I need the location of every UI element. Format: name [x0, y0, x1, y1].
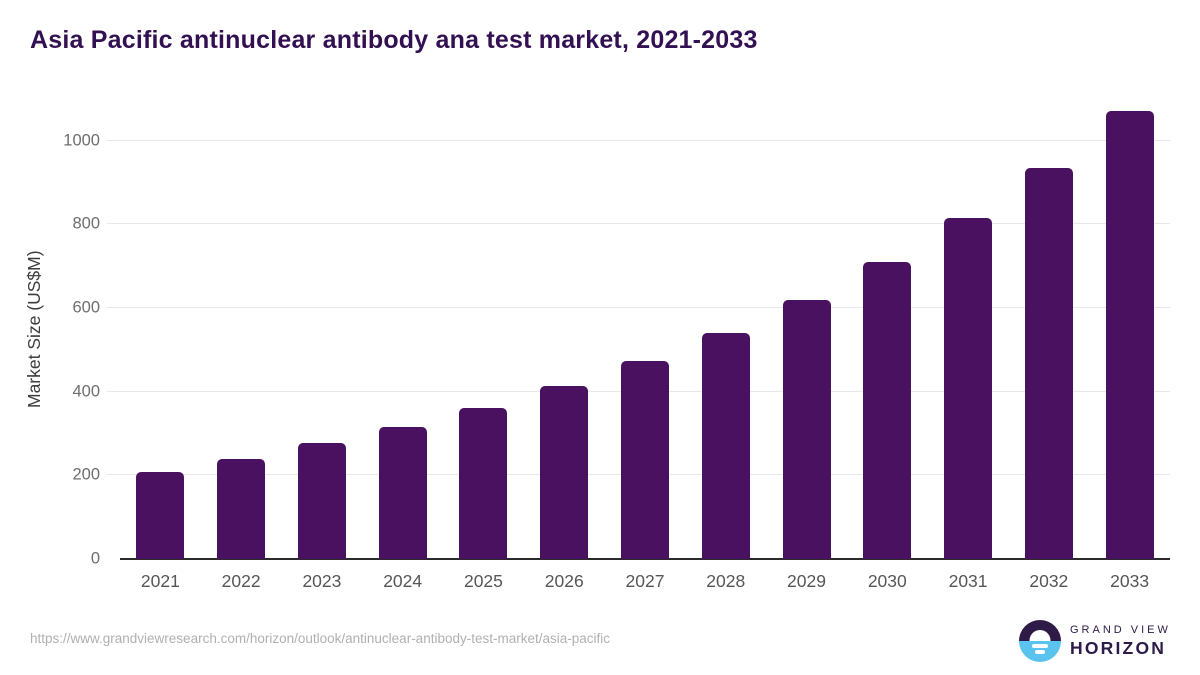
y-tick-label: 200 [72, 465, 100, 484]
bar-2027 [621, 361, 669, 559]
bar-2026 [540, 385, 589, 559]
x-tick-label: 2025 [463, 571, 503, 591]
water-ripple-shape [1032, 644, 1048, 648]
logo-brand-line: GRAND VIEW [1070, 623, 1171, 636]
logo-text: GRAND VIEW HORIZON [1070, 624, 1171, 659]
bar-2028 [701, 332, 750, 559]
x-tick-label: 2027 [625, 571, 665, 591]
x-tick-label: 2033 [1110, 571, 1150, 591]
y-axis-label: Market Size (US$M) [24, 250, 44, 408]
y-tick-label: 400 [72, 382, 100, 401]
x-tick-label: 2028 [706, 571, 746, 591]
water-ripple-shape [1035, 650, 1045, 654]
y-tick-label: 800 [72, 214, 100, 233]
gridline [107, 223, 1170, 225]
x-tick-label: 2031 [948, 571, 988, 591]
sun-dome-shape [1029, 630, 1051, 641]
x-tick-label: 2022 [221, 571, 261, 591]
bar-2025 [459, 407, 508, 559]
bar-2021 [136, 472, 185, 559]
bar-2030 [863, 261, 912, 559]
horizon-sunrise-icon [1019, 620, 1061, 662]
bar-2032 [1024, 168, 1073, 559]
chart-title: Asia Pacific antinuclear antibody ana te… [30, 26, 758, 54]
y-tick-label: 600 [72, 298, 100, 317]
bar-2031 [944, 218, 993, 559]
x-tick-label: 2021 [140, 571, 180, 591]
bar-2022 [217, 459, 266, 559]
x-tick-label: 2026 [544, 571, 584, 591]
gridline [107, 139, 1170, 141]
y-tick-label: 0 [90, 549, 100, 568]
bar-2024 [378, 426, 427, 559]
x-tick-label: 2023 [302, 571, 342, 591]
bar-2033 [1105, 110, 1154, 559]
logo-product-line: HORIZON [1070, 637, 1167, 658]
gridline [107, 307, 1170, 309]
source-url: https://www.grandviewresearch.com/horizo… [30, 631, 611, 646]
x-axis-line [120, 558, 1170, 560]
x-tick-label: 2030 [867, 571, 907, 591]
grandview-horizon-logo: GRAND VIEW HORIZON [1019, 620, 1171, 662]
x-tick-label: 2032 [1029, 571, 1069, 591]
bar-2029 [782, 299, 831, 559]
x-tick-label: 2029 [787, 571, 826, 591]
plot-area: 0 200 400 600 800 1000 2021 2022 2023 2024 2025 202… [63, 99, 1170, 591]
y-tick-label: 1000 [63, 131, 100, 150]
bar-2023 [297, 443, 346, 559]
x-tick-label: 2024 [383, 571, 423, 591]
